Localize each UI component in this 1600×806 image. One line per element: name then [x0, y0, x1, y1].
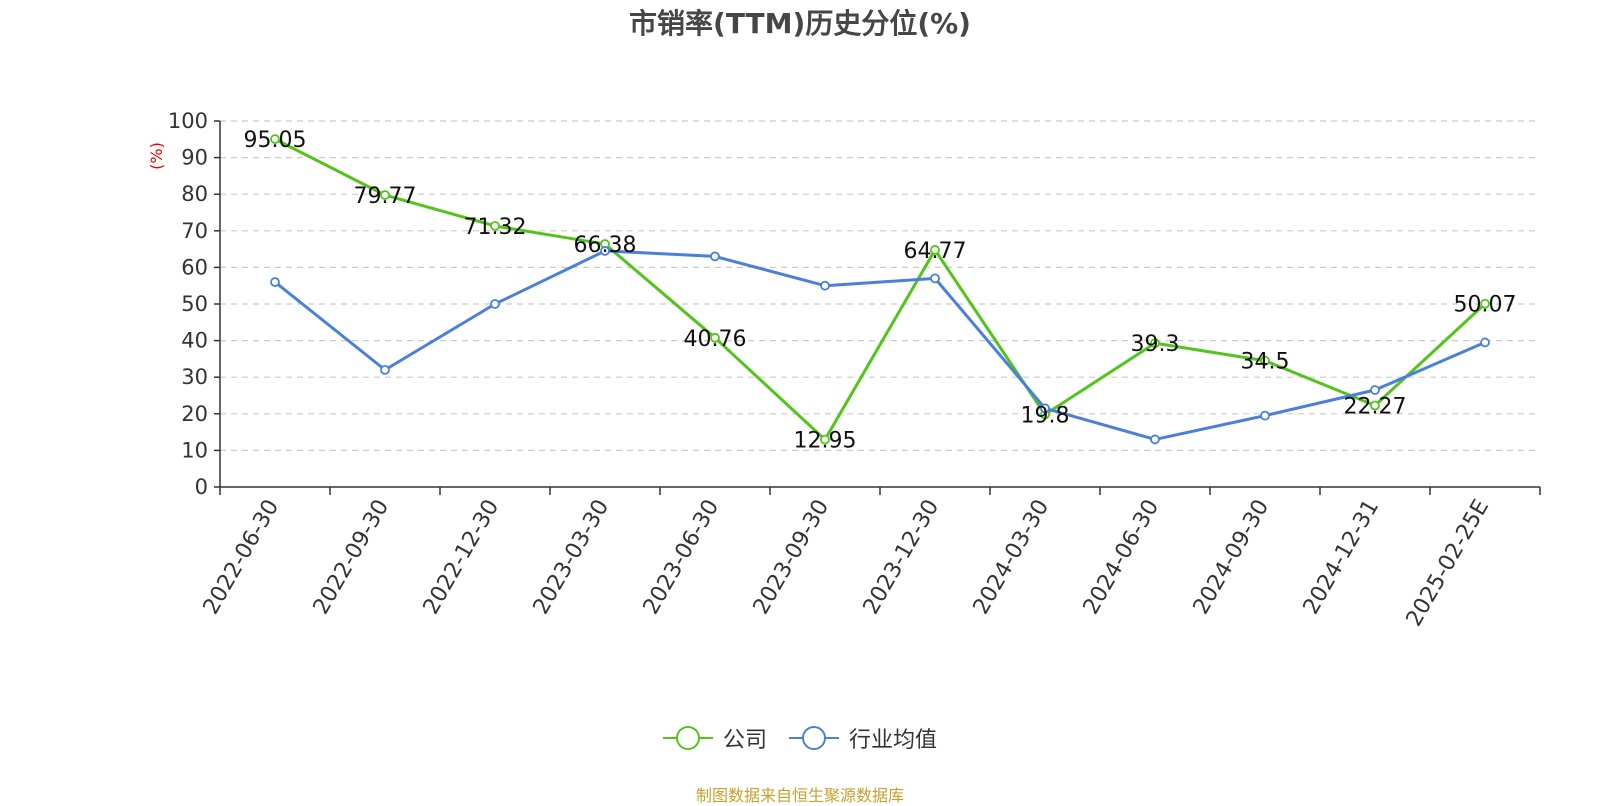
x-tick-label: 2022-12-30 [419, 496, 505, 619]
x-tick-label: 2023-09-30 [749, 496, 835, 619]
y-tick-label: 50 [181, 292, 208, 316]
industry-data-point [270, 277, 280, 287]
industry-data-point [1150, 434, 1160, 445]
x-tick-label: 2024-06-30 [1079, 496, 1165, 619]
company-data-point [1260, 355, 1270, 366]
company-data-label: 12.95 [794, 429, 857, 454]
industry-data-point [380, 364, 390, 375]
x-tick-label: 2024-03-30 [969, 496, 1055, 619]
y-tick-label: 20 [181, 402, 208, 426]
x-tick-label: 2024-09-30 [1189, 496, 1275, 619]
x-tick-label: 2023-06-30 [639, 496, 725, 619]
y-tick-label: 30 [181, 365, 208, 389]
company-data-point [820, 434, 830, 445]
y-tick-label: 10 [181, 438, 208, 462]
industry-data-point [600, 246, 610, 256]
x-tick-label: 2022-06-30 [199, 496, 285, 619]
y-tick-label: 90 [181, 146, 208, 170]
company-data-label: 50.07 [1454, 293, 1517, 318]
company-data-label: 39.3 [1131, 332, 1180, 357]
company-data-label: 71.32 [464, 215, 527, 240]
company-data-point [1370, 400, 1380, 411]
company-data-label: 19.8 [1021, 404, 1070, 429]
company-data-point [490, 221, 500, 231]
company-data-label: 95.05 [244, 128, 307, 153]
legend-item-company[interactable]: 公司 [662, 722, 767, 754]
y-tick-label: 40 [181, 329, 208, 353]
industry-data-point [710, 251, 720, 262]
industry-series-line [274, 249, 1486, 441]
industry-data-point [490, 299, 500, 309]
industry-data-point [1370, 385, 1380, 395]
company-data-label: 79.77 [354, 184, 417, 209]
legend-label-industry-avg: 行业均值 [849, 728, 938, 753]
company-data-label: 22.27 [1344, 394, 1407, 419]
company-data-point [710, 332, 720, 343]
legend-item-industry-avg[interactable]: 行业均值 [789, 722, 937, 754]
y-tick-label: 80 [181, 182, 208, 206]
data-labels: 95.05 79.77 71.32 66.38 40.76 12.95 64.77 19.8 3… [244, 128, 1517, 453]
industry-data-point [820, 280, 830, 291]
company-series-line [274, 137, 1487, 442]
y-axis-label: (%) [147, 142, 166, 170]
industry-data-point [1260, 410, 1270, 421]
industry-data-point [1040, 403, 1050, 414]
industry-data-point [1480, 337, 1490, 348]
company-data-label: 64.77 [904, 239, 967, 264]
legend: 公司 行业均值 [0, 722, 1600, 754]
company-data-point [380, 190, 390, 200]
y-tick-label: 100 [168, 109, 208, 133]
series-lines [270, 134, 1490, 445]
company-data-label: 40.76 [684, 327, 747, 352]
company-data-label: 34.5 [1241, 350, 1290, 375]
x-tick-label: 2024-12-31 [1299, 496, 1385, 619]
legend-industry-marker-icon [789, 726, 839, 750]
legend-company-marker-icon [662, 726, 713, 750]
y-tick-label: 0 [195, 475, 208, 499]
y-tick-label: 60 [181, 255, 208, 279]
source-footer: 制图数据来自恒生聚源数据库 [695, 786, 904, 805]
company-data-label: 66.38 [574, 233, 637, 258]
x-tick-label: 2025-02-25E [1402, 496, 1495, 631]
chart-title: 市销率(TTM)历史分位(%) [629, 7, 971, 40]
company-data-point [930, 245, 940, 255]
legend-label-company: 公司 [722, 728, 767, 753]
x-tick-label: 2022-09-30 [309, 496, 395, 619]
y-tick-label: 70 [181, 219, 208, 243]
grid-lines [220, 120, 1540, 451]
industry-data-point [930, 273, 940, 284]
x-tick-label: 2023-03-30 [529, 496, 615, 619]
company-data-point [1150, 338, 1160, 349]
company-data-point [1480, 298, 1490, 309]
company-data-point [270, 134, 280, 145]
x-tick-label: 2023-12-30 [859, 496, 945, 619]
